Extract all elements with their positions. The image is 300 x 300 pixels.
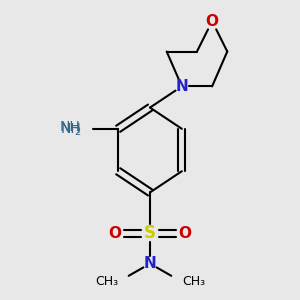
Text: CH₃: CH₃ xyxy=(95,275,118,288)
Text: 2: 2 xyxy=(74,128,80,137)
Text: O: O xyxy=(109,226,122,241)
Text: CH₃: CH₃ xyxy=(182,275,205,288)
Text: NH: NH xyxy=(60,120,80,134)
Text: O: O xyxy=(206,14,219,29)
Text: NH: NH xyxy=(61,122,82,136)
Text: N: N xyxy=(144,256,156,271)
Text: O: O xyxy=(178,226,191,241)
Text: N: N xyxy=(176,79,188,94)
Text: S: S xyxy=(144,224,156,242)
